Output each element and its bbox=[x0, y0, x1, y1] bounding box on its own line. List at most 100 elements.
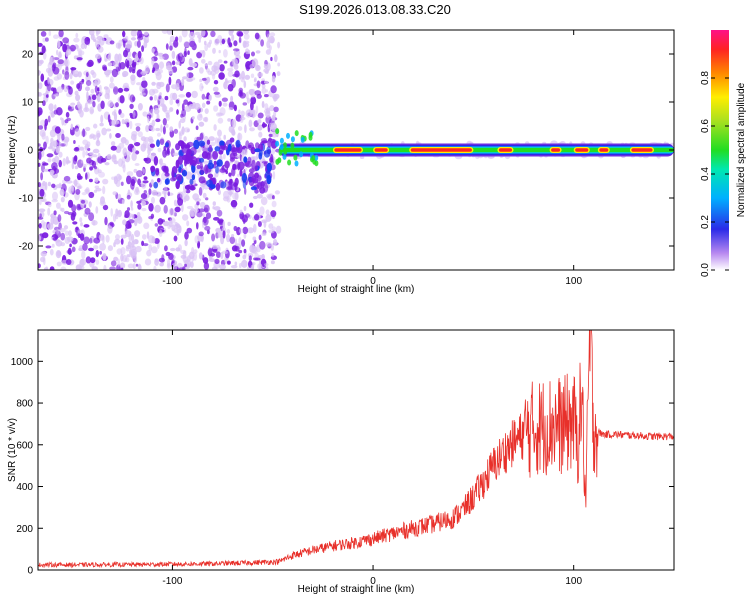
y-tick-label: -20 bbox=[19, 242, 34, 253]
noise-speck bbox=[165, 113, 171, 121]
noise-speck bbox=[251, 51, 255, 57]
noise-speck bbox=[245, 109, 252, 118]
noise-speck bbox=[216, 209, 223, 217]
noise-speck bbox=[245, 213, 250, 218]
noise-speck bbox=[38, 234, 42, 242]
noise-speck bbox=[44, 123, 47, 131]
noise-speck bbox=[105, 128, 112, 132]
noise-speck bbox=[254, 90, 262, 96]
noise-speck bbox=[157, 218, 164, 225]
noise-speck bbox=[178, 35, 183, 43]
noise-speck bbox=[99, 200, 106, 206]
noise-cluster-speck bbox=[219, 168, 227, 173]
noise-speck bbox=[134, 122, 142, 127]
noise-speck bbox=[237, 126, 243, 131]
noise-speck bbox=[76, 83, 81, 90]
noise-speck bbox=[175, 247, 181, 252]
noise-speck bbox=[190, 77, 196, 81]
noise-speck bbox=[242, 226, 249, 235]
noise-speck bbox=[139, 92, 146, 96]
noise-speck bbox=[134, 41, 138, 47]
noise-speck bbox=[181, 103, 185, 111]
x-tick-label: -100 bbox=[162, 576, 182, 587]
noise-speck bbox=[150, 246, 158, 254]
noise-speck bbox=[120, 181, 124, 186]
noise-speck bbox=[205, 212, 212, 219]
noise-speck bbox=[256, 193, 263, 199]
noise-speck bbox=[40, 73, 45, 82]
noise-speck bbox=[47, 207, 51, 216]
noise-speck bbox=[137, 178, 142, 186]
noise-speck bbox=[102, 178, 109, 185]
noise-speck bbox=[45, 266, 49, 270]
noise-speck bbox=[169, 99, 174, 106]
noise-speck bbox=[43, 141, 47, 150]
noise-speck bbox=[194, 235, 200, 244]
noise-cluster-speck bbox=[267, 139, 272, 148]
noise-speck bbox=[274, 93, 280, 100]
noise-speck bbox=[60, 266, 67, 270]
noise-speck bbox=[268, 223, 274, 230]
noise-speck bbox=[85, 256, 92, 264]
y-tick-label: 0 bbox=[27, 566, 33, 577]
noise-speck bbox=[81, 36, 85, 46]
noise-speck bbox=[130, 207, 134, 211]
noise-speck bbox=[229, 236, 236, 244]
noise-speck bbox=[104, 216, 108, 226]
noise-speck bbox=[277, 41, 281, 49]
noise-speck bbox=[95, 206, 99, 214]
noise-speck bbox=[198, 37, 201, 43]
noise-speck bbox=[91, 94, 97, 101]
track-start-blob bbox=[299, 151, 304, 158]
noise-speck bbox=[277, 62, 281, 67]
noise-speck bbox=[149, 96, 153, 101]
noise-speck bbox=[171, 224, 176, 232]
noise-speck bbox=[126, 171, 134, 177]
noise-speck bbox=[194, 31, 201, 36]
noise-speck bbox=[119, 95, 125, 104]
track-start-blob bbox=[286, 132, 290, 139]
noise-speck bbox=[157, 52, 164, 57]
track-start-blob bbox=[275, 140, 280, 147]
noise-speck bbox=[154, 258, 160, 266]
noise-speck bbox=[106, 153, 112, 160]
noise-speck bbox=[100, 100, 105, 110]
noise-speck bbox=[71, 184, 74, 192]
y-tick-label: -10 bbox=[19, 194, 34, 205]
noise-speck bbox=[204, 40, 207, 46]
noise-speck bbox=[98, 234, 105, 241]
noise-speck bbox=[90, 88, 95, 94]
noise-speck bbox=[164, 95, 169, 101]
noise-speck bbox=[212, 47, 216, 54]
noise-speck bbox=[265, 214, 272, 222]
noise-speck bbox=[92, 148, 100, 154]
noise-speck bbox=[126, 175, 132, 185]
noise-speck bbox=[151, 236, 156, 244]
noise-cluster-speck bbox=[205, 152, 212, 161]
noise-speck bbox=[131, 254, 136, 259]
noise-speck bbox=[94, 166, 97, 170]
noise-speck bbox=[40, 172, 43, 181]
noise-speck bbox=[269, 32, 276, 37]
noise-speck bbox=[72, 70, 75, 77]
noise-speck bbox=[81, 192, 87, 196]
noise-speck bbox=[236, 173, 241, 177]
noise-speck bbox=[57, 53, 63, 59]
noise-speck bbox=[199, 82, 204, 92]
noise-speck bbox=[238, 87, 244, 94]
noise-speck bbox=[136, 170, 143, 178]
noise-speck bbox=[85, 126, 91, 132]
noise-speck bbox=[152, 88, 159, 94]
noise-cluster-speck bbox=[243, 162, 250, 167]
noise-speck bbox=[205, 197, 209, 201]
noise-speck bbox=[63, 175, 71, 182]
noise-speck bbox=[121, 118, 125, 125]
noise-speck bbox=[79, 233, 85, 241]
noise-cluster-speck bbox=[190, 156, 198, 167]
noise-speck bbox=[64, 59, 69, 65]
noise-speck bbox=[135, 263, 139, 267]
noise-speck bbox=[39, 213, 42, 218]
noise-speck bbox=[156, 177, 161, 183]
noise-speck bbox=[179, 52, 183, 57]
noise-speck bbox=[133, 58, 137, 63]
